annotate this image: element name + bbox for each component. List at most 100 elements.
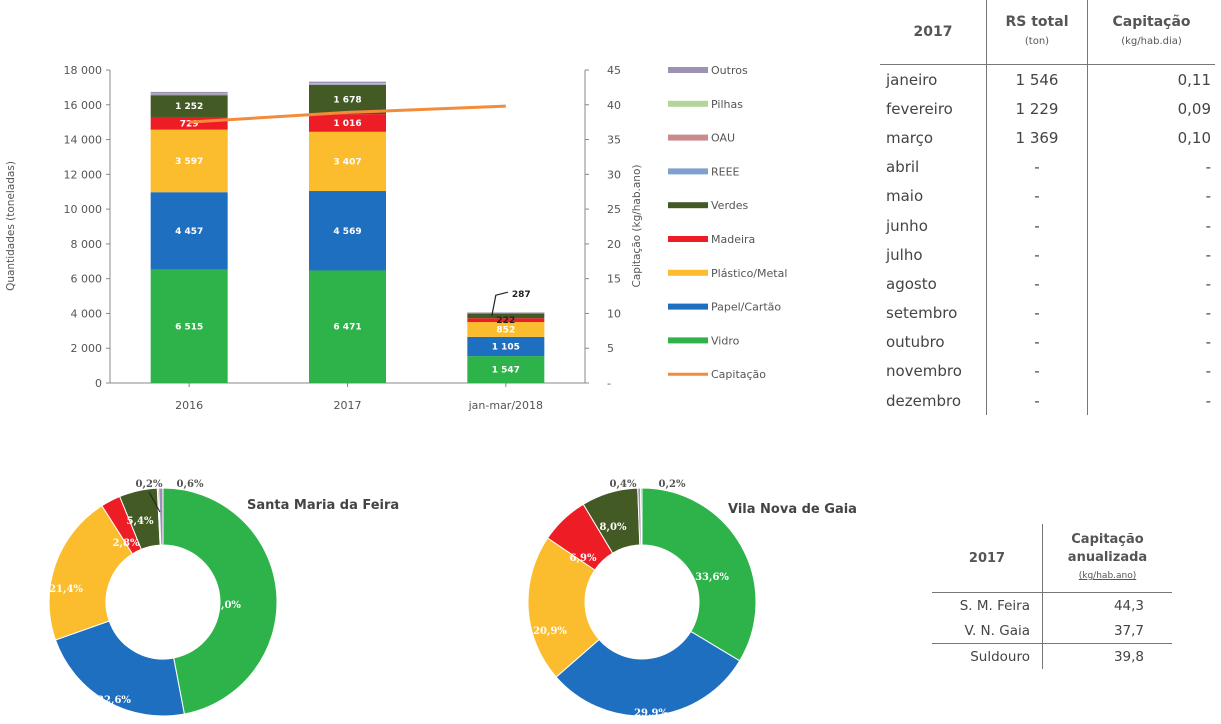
monthly-table: 2017 RS total (ton) Capitação (kg/hab.dia)… bbox=[880, 0, 1215, 416]
y-axis-title: Quantidades (toneladas) bbox=[5, 161, 17, 291]
donut-slice-vidro bbox=[641, 487, 757, 662]
cap-header-label: Capitação bbox=[1112, 14, 1191, 30]
legend-label: Madeira bbox=[711, 233, 755, 246]
bar-value-label: 4 457 bbox=[175, 227, 203, 237]
month-cell: fevereiro bbox=[886, 99, 953, 118]
bar-segment-pilhas bbox=[150, 93, 228, 95]
donut-pct-label: 0,6% bbox=[177, 479, 204, 490]
y-tick-label: 18 000 bbox=[64, 64, 103, 77]
donut-pct-label: 47,0% bbox=[207, 600, 241, 611]
donut-pct-label: 20,9% bbox=[533, 626, 567, 637]
annual-table-row: Suldouro 39,8 bbox=[932, 643, 1172, 669]
cap-cell: - bbox=[1087, 269, 1215, 299]
capitacao-line bbox=[189, 104, 506, 124]
total-cell: - bbox=[986, 240, 1088, 270]
donut-title: Santa Maria da Feira bbox=[247, 498, 399, 513]
bar-segment-pilhas bbox=[467, 312, 545, 314]
y2-axis-title: Capitação (kg/hab.ano) bbox=[631, 165, 643, 288]
bar-segment-reee bbox=[150, 94, 228, 96]
bar-value-label: 3 597 bbox=[175, 157, 203, 167]
annual-table: 2017 Capitação anualizada (kg/hab.ano) S.… bbox=[932, 524, 1172, 669]
legend-label: Outros bbox=[711, 64, 748, 77]
donut-slice-papelcarto bbox=[555, 630, 741, 717]
donut-slice-plsticometal bbox=[48, 505, 134, 641]
month-cell: setembro bbox=[886, 304, 958, 323]
month-cell: dezembro bbox=[886, 391, 961, 410]
donut-pct-label: 5,4% bbox=[127, 516, 154, 527]
total-cell: - bbox=[986, 181, 1088, 211]
cap-cell: - bbox=[1087, 298, 1215, 328]
month-cell: abril bbox=[886, 158, 920, 177]
bar-segment-verdes bbox=[467, 313, 545, 319]
monthly-table-row: setembro - - bbox=[880, 298, 1215, 328]
annual-value-cell: 44,3 bbox=[1042, 592, 1172, 618]
annual-value-cell: 37,7 bbox=[1042, 618, 1172, 644]
annual-table-cap-header: Capitação anualizada (kg/hab.ano) bbox=[1042, 524, 1172, 593]
annual-table-year-header: 2017 bbox=[968, 550, 1006, 566]
cap-cell: 0,10 bbox=[1087, 123, 1215, 153]
month-cell: novembro bbox=[886, 362, 962, 381]
bar-segment-verdes bbox=[309, 84, 386, 115]
bar-segment-pilhas bbox=[309, 83, 386, 84]
total-cell: 1 546 bbox=[986, 64, 1088, 95]
legend-swatch bbox=[668, 100, 708, 107]
y2-tick-label: 45 bbox=[607, 64, 621, 77]
bar-segment-plsticometal bbox=[467, 322, 545, 337]
monthly-table-row: janeiro 1 546 0,11 bbox=[880, 64, 1215, 95]
cap-cell: - bbox=[1087, 152, 1215, 182]
bar-segment-outros bbox=[150, 91, 228, 94]
donut-pct-label: 22,6% bbox=[97, 695, 131, 706]
monthly-table-row: maio - - bbox=[880, 181, 1215, 211]
monthly-table-row: fevereiro 1 229 0,09 bbox=[880, 94, 1215, 124]
donut-title: Vila Nova de Gaia bbox=[728, 502, 857, 517]
bar-segment-outros bbox=[467, 312, 545, 313]
bar-segment-plsticometal bbox=[150, 129, 228, 193]
month-cell: agosto bbox=[886, 274, 937, 293]
y-tick-label: 12 000 bbox=[64, 168, 103, 181]
bar-segment-oau bbox=[150, 93, 228, 95]
y2-tick-label: 25 bbox=[607, 203, 621, 216]
cap-header-unit: (kg/hab.dia) bbox=[1121, 36, 1182, 47]
y-tick-label: 4 000 bbox=[71, 307, 103, 320]
bar-value-label: 1 678 bbox=[333, 96, 361, 106]
bar-value-label: 852 bbox=[496, 325, 515, 335]
donut-pct-label: 29,9% bbox=[634, 708, 668, 719]
total-cell: - bbox=[986, 386, 1088, 416]
x-tick-label: 2016 bbox=[175, 399, 203, 412]
monthly-table-row: abril - - bbox=[880, 152, 1215, 182]
monthly-table-cap-header: Capitação (kg/hab.dia) bbox=[1087, 0, 1215, 65]
y2-tick-label: - bbox=[607, 377, 611, 390]
legend-label: Capitação bbox=[711, 368, 766, 381]
bar-value-label: 222 bbox=[496, 316, 515, 326]
monthly-table-total-header: RS total (ton) bbox=[986, 0, 1088, 65]
donut-pct-label: 33,6% bbox=[695, 572, 729, 583]
legend-swatch bbox=[668, 202, 708, 209]
bar-value-label: 6 515 bbox=[175, 322, 203, 332]
bar-value-label: 1 547 bbox=[492, 366, 520, 376]
bar-value-label: 4 569 bbox=[333, 227, 361, 237]
annual-name-cell: Suldouro bbox=[932, 643, 1043, 669]
bar-value-label: 1 016 bbox=[333, 119, 361, 129]
bar-value-label: 1 105 bbox=[492, 342, 520, 352]
bar-segment-vidro bbox=[309, 270, 386, 383]
legend-label: Plástico/Metal bbox=[711, 267, 787, 280]
donut-slice-plsticometal bbox=[527, 537, 600, 678]
month-cell: março bbox=[886, 128, 934, 147]
monthly-table-row: dezembro - - bbox=[880, 386, 1215, 416]
legend-label: OAU bbox=[711, 132, 735, 145]
total-cell: - bbox=[986, 269, 1088, 299]
legend-label: Vidro bbox=[711, 334, 740, 347]
y-tick-label: 16 000 bbox=[64, 99, 103, 112]
cap-cell: - bbox=[1087, 210, 1215, 241]
y2-tick-label: 20 bbox=[607, 238, 621, 251]
cap-cell: - bbox=[1087, 240, 1215, 270]
cap-cell: - bbox=[1087, 356, 1215, 387]
donut-pct-label: 0,4% bbox=[610, 479, 637, 490]
total-header-unit: (ton) bbox=[1024, 36, 1050, 47]
donut-pct-label: 2,8% bbox=[113, 538, 140, 549]
monthly-table-row: outubro - - bbox=[880, 327, 1215, 357]
cap-cell: - bbox=[1087, 327, 1215, 357]
month-cell: junho bbox=[886, 216, 928, 235]
bar-value-label: 1 252 bbox=[175, 102, 203, 112]
